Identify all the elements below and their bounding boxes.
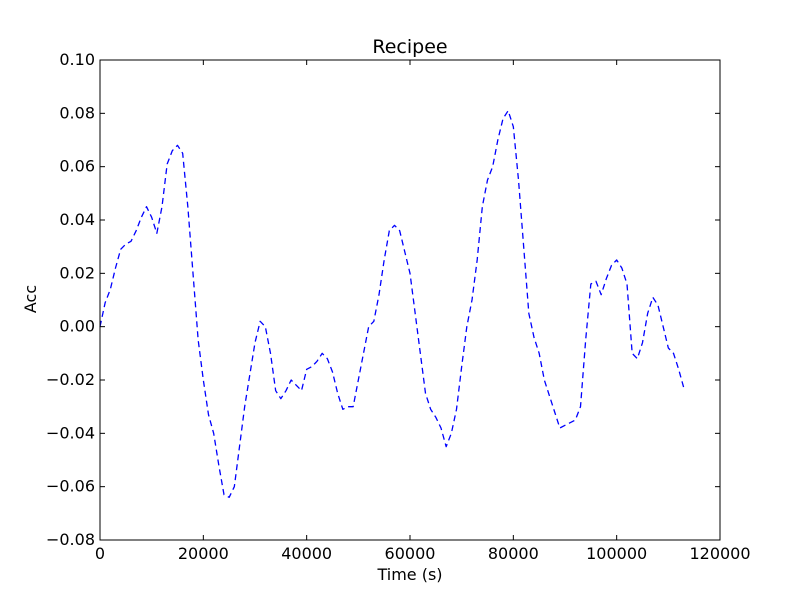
x-tick-label: 0 [95,544,105,563]
x-tick-label: 60000 [385,544,436,563]
y-tick-label: 0.02 [59,263,95,282]
y-tick-label: 0.08 [59,103,95,122]
y-tick-label: −0.08 [46,530,95,549]
y-tick-label: −0.02 [46,370,95,389]
data-series-line [99,110,685,498]
y-axis-label: Acc [21,285,40,313]
y-tick-label: 0.06 [59,157,95,176]
y-tick-label: −0.06 [46,477,95,496]
y-tick-label: 0.10 [59,50,95,69]
plot-area: 0 20000 40000 60000 80000 100000 120000 −0.08 −0… [46,50,751,563]
plot-frame [99,59,721,541]
x-tick-label: 40000 [281,544,332,563]
y-tick-label: 0.00 [59,317,95,336]
y-tick-label: −0.04 [46,423,95,442]
x-tick-label: 20000 [178,544,229,563]
y-tick-label: 0.04 [59,210,95,229]
x-tick-label: 120000 [689,544,750,563]
x-axis-label: Time (s) [376,565,442,584]
x-tick-label: 80000 [488,544,539,563]
chart-title: Recipee [372,36,447,58]
x-tick-label: 100000 [586,544,647,563]
